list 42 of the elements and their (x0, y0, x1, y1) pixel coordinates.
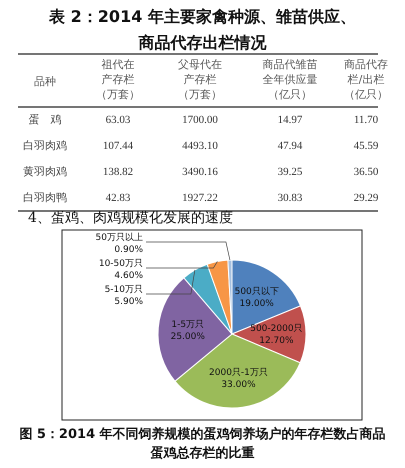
text: 品种 (34, 75, 56, 88)
text: 42.83 (106, 192, 130, 204)
category-label: 祖代在产存栏（万套） (96, 58, 140, 101)
text: 63.03 (106, 114, 130, 126)
slice-label: 2000只-1万只 (209, 366, 268, 378)
text: 1700.00 (182, 114, 218, 126)
category-label: 黄羽肉鸡 (23, 165, 67, 178)
text: 36.50 (354, 166, 378, 178)
category-label: 蛋 鸡 (28, 113, 62, 126)
slice-label: 500-2000只 (250, 323, 303, 334)
text: 30.83 (278, 192, 302, 204)
text: 39.25 (278, 166, 302, 178)
chart-subtitle: 4、蛋鸡、肉鸡规模化发展的速度 (28, 210, 233, 226)
slice-label: 50万只以上 (96, 232, 143, 244)
text: 图 5：2014 年不同饲养规模的蛋鸡饲养场户的年存栏数占商品蛋鸡总存栏的比重 (19, 426, 386, 461)
category-label: 商品代雏苗全年供应量（亿只） (262, 58, 318, 101)
text: 4493.10 (182, 140, 218, 152)
slice-label: 10-50万只 (98, 258, 143, 270)
data-label: 25.00% (170, 332, 206, 342)
text: 3490.16 (182, 166, 218, 178)
data-label: 12.70% (259, 336, 294, 346)
text: 29.29 (354, 192, 378, 204)
text: 表 2：2014 年主要家禽种源、雏苗供应、商品代存出栏情况 (48, 7, 356, 52)
slice-label: 500只以下 (234, 286, 279, 298)
slice-label: 5-10万只 (104, 284, 143, 296)
category-label: 商品代存栏/出栏（亿只） (344, 58, 388, 101)
text: 1927.22 (182, 192, 218, 204)
text: 47.94 (278, 140, 302, 152)
category-label: 父母代在产存栏（万套） (178, 58, 222, 101)
text: 14.97 (278, 114, 302, 126)
text: 11.70 (354, 114, 378, 126)
text: 45.59 (354, 140, 378, 152)
text: 138.82 (102, 166, 134, 178)
text: 107.44 (102, 140, 134, 152)
slice-label: 1-5万只 (171, 319, 204, 330)
category-label: 白羽肉鸭 (23, 191, 67, 204)
data-label: 33.00% (221, 380, 256, 390)
data-label: 0.90% (114, 245, 144, 256)
data-label: 4.60% (114, 271, 144, 282)
data-label: 5.90% (114, 297, 144, 308)
data-label: 19.00% (240, 299, 274, 310)
category-label: 白羽肉鸡 (23, 139, 67, 152)
